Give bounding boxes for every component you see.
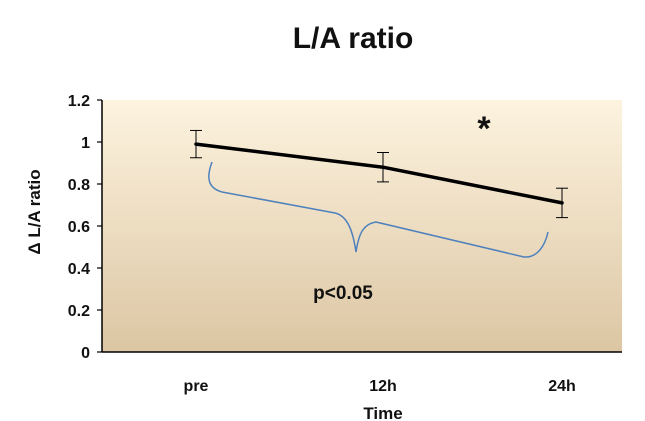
significance-bracket	[208, 161, 549, 258]
x-tick-label: pre	[184, 378, 209, 395]
chart-title: L/A ratio	[293, 22, 414, 55]
plot-area	[102, 100, 622, 352]
x-axis-title: Time	[363, 404, 402, 421]
series-line	[194, 142, 564, 205]
significance-star: *	[477, 110, 491, 148]
y-tick-label: 0.4	[68, 261, 90, 278]
y-axis-title: Δ L/A ratio	[25, 169, 44, 254]
y-tick-label: 0	[81, 345, 90, 362]
y-tick-label: 0.2	[68, 303, 90, 320]
p-value-label: p<0.05	[313, 283, 373, 304]
x-axis-ticks: pre 12h 24h	[184, 378, 576, 395]
y-tick-label: 0.6	[68, 219, 90, 236]
y-tick-label: 1.2	[68, 93, 90, 110]
y-tick-label: 0.8	[68, 177, 90, 194]
y-tick-label: 1	[81, 135, 90, 152]
x-tick-label: 24h	[548, 378, 576, 395]
y-axis-ticks: 0 0.2 0.4 0.6 0.8 1 1.2	[68, 93, 102, 362]
x-tick-label: 12h	[369, 378, 397, 395]
